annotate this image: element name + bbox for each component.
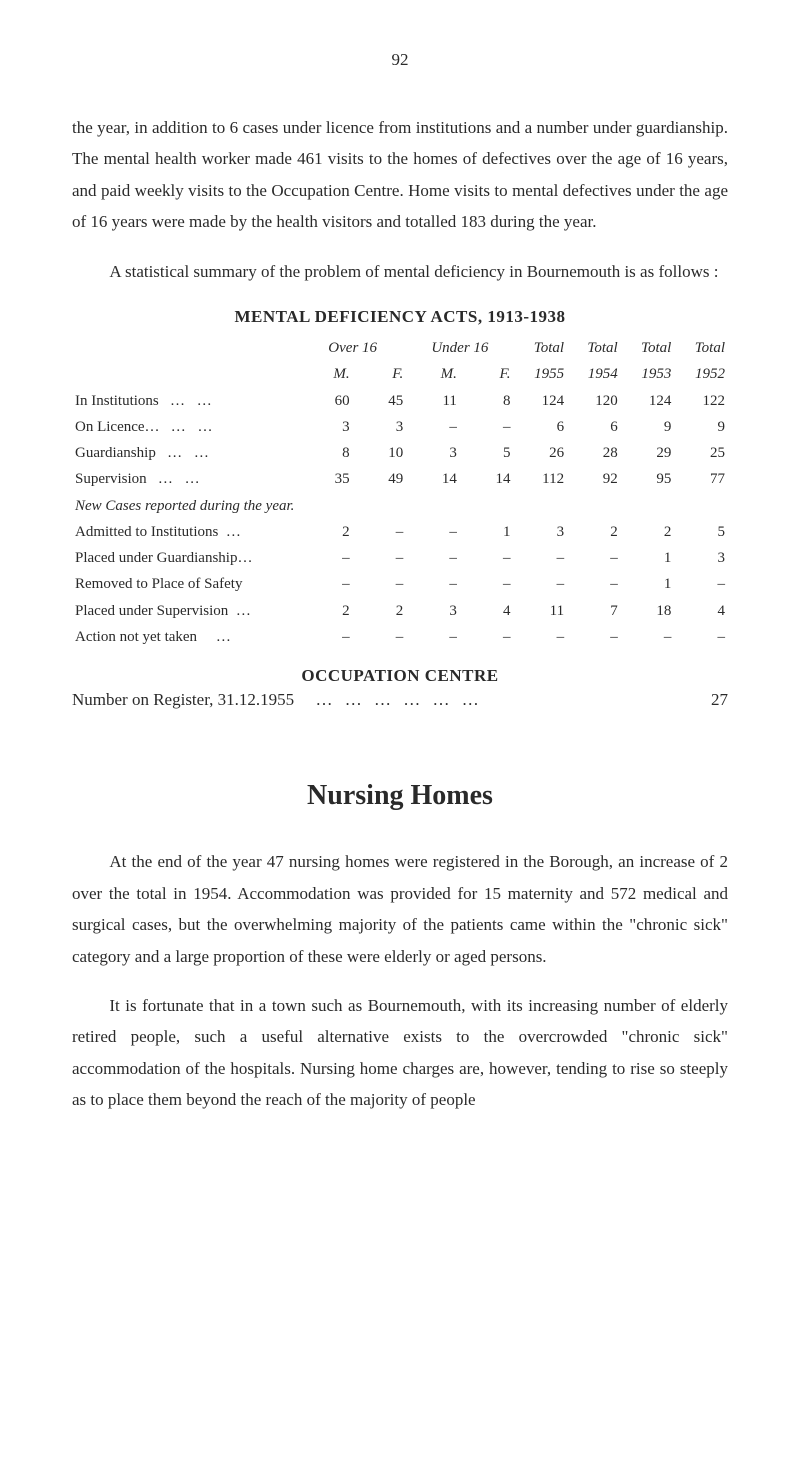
occupation-centre-heading: OCCUPATION CENTRE (72, 666, 728, 686)
nursing-para-1: At the end of the year 47 nursing homes … (72, 846, 728, 972)
paragraph-2: A statistical summary of the problem of … (72, 256, 728, 287)
table-header-row-2: M. F. M. F. 1955 1954 1953 1952 (72, 361, 728, 387)
table-row: Placed under Guardianship… – – – – – – 1… (72, 545, 728, 571)
table-row: Supervision … … 35 49 14 14 112 92 95 77 (72, 466, 728, 492)
table-row: Guardianship … … 8 10 3 5 26 28 29 25 (72, 440, 728, 466)
deficiency-table: Over 16 Under 16 Total Total Total Total… (72, 335, 728, 650)
table-row: Placed under Supervision … 2 2 3 4 11 7 … (72, 598, 728, 624)
table-row: On Licence… … … 3 3 – – 6 6 9 9 (72, 414, 728, 440)
table-row: Action not yet taken … – – – – – – – – (72, 624, 728, 650)
table-row: Admitted to Institutions … 2 – – 1 3 2 2… (72, 519, 728, 545)
page: 92 the year, in addition to 6 cases unde… (0, 0, 800, 1461)
table-subhead-row: New Cases reported during the year. (72, 493, 728, 519)
register-line: Number on Register, 31.12.1955 … … … … …… (72, 690, 728, 710)
table-row: In Institutions … … 60 45 11 8 124 120 1… (72, 388, 728, 414)
nursing-homes-heading: Nursing Homes (72, 780, 728, 812)
table-heading: MENTAL DEFICIENCY ACTS, 1913-1938 (72, 307, 728, 327)
register-label: Number on Register, 31.12.1955 (72, 690, 294, 709)
page-number: 92 (72, 50, 728, 70)
nursing-para-2: It is fortunate that in a town such as B… (72, 990, 728, 1116)
table-row: Removed to Place of Safety – – – – – – 1… (72, 571, 728, 597)
table-header-row-1: Over 16 Under 16 Total Total Total Total (72, 335, 728, 361)
register-value: 27 (711, 690, 728, 710)
paragraph-1: the year, in addition to 6 cases under l… (72, 112, 728, 238)
register-dots: … … … … … … (315, 690, 482, 709)
